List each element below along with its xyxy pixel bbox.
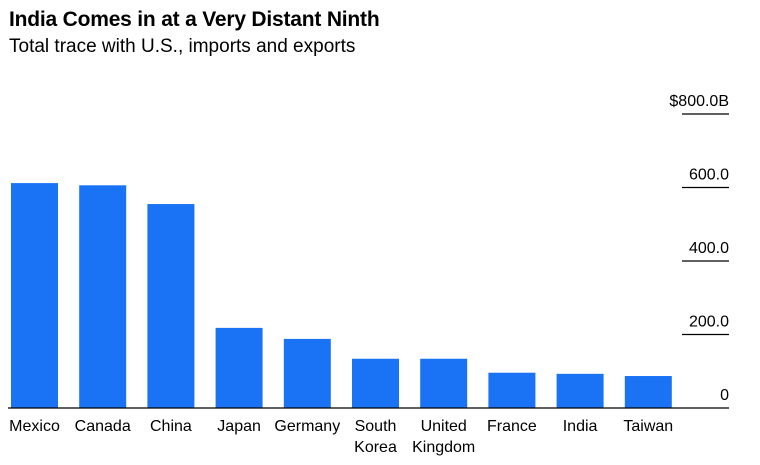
bars bbox=[11, 183, 672, 408]
x-category-label: United bbox=[421, 418, 467, 435]
x-category-label: Germany bbox=[274, 418, 340, 435]
x-category-label: France bbox=[487, 418, 537, 435]
x-category-label: China bbox=[150, 418, 192, 435]
x-category-label: Korea bbox=[354, 439, 397, 456]
bar bbox=[420, 358, 468, 408]
y-axis-tick-labels: $800.0B 600.0 400.0 200.0 0 bbox=[669, 93, 729, 404]
y-tick-label: 200.0 bbox=[689, 314, 729, 331]
x-category-label: Mexico bbox=[9, 418, 60, 435]
bar bbox=[147, 204, 195, 408]
bar bbox=[215, 327, 263, 408]
chart-title: India Comes in at a Very Distant Ninth bbox=[9, 8, 380, 31]
bar bbox=[624, 376, 672, 408]
y-tick-label: 600.0 bbox=[689, 167, 729, 184]
x-category-label: Kingdom bbox=[412, 439, 475, 456]
bar bbox=[11, 183, 58, 408]
bar bbox=[556, 373, 604, 408]
y-tick-label: 0 bbox=[720, 387, 729, 404]
x-category-label: Japan bbox=[217, 418, 261, 435]
y-axis-gridlines bbox=[682, 113, 729, 336]
x-category-label: Taiwan bbox=[623, 418, 673, 435]
bar bbox=[283, 338, 331, 408]
bar bbox=[352, 358, 399, 408]
chart-subtitle: Total trace with U.S., imports and expor… bbox=[9, 36, 356, 57]
bar bbox=[79, 185, 127, 408]
bar bbox=[488, 372, 536, 408]
x-category-label: South bbox=[355, 418, 397, 435]
x-category-label: Canada bbox=[75, 418, 131, 435]
y-tick-label: 400.0 bbox=[689, 240, 729, 257]
x-axis-category-labels: Mexico Canada China Japan Germany South Korea U… bbox=[9, 418, 673, 456]
y-tick-label: $800.0B bbox=[669, 93, 729, 110]
x-category-label: India bbox=[563, 418, 598, 435]
